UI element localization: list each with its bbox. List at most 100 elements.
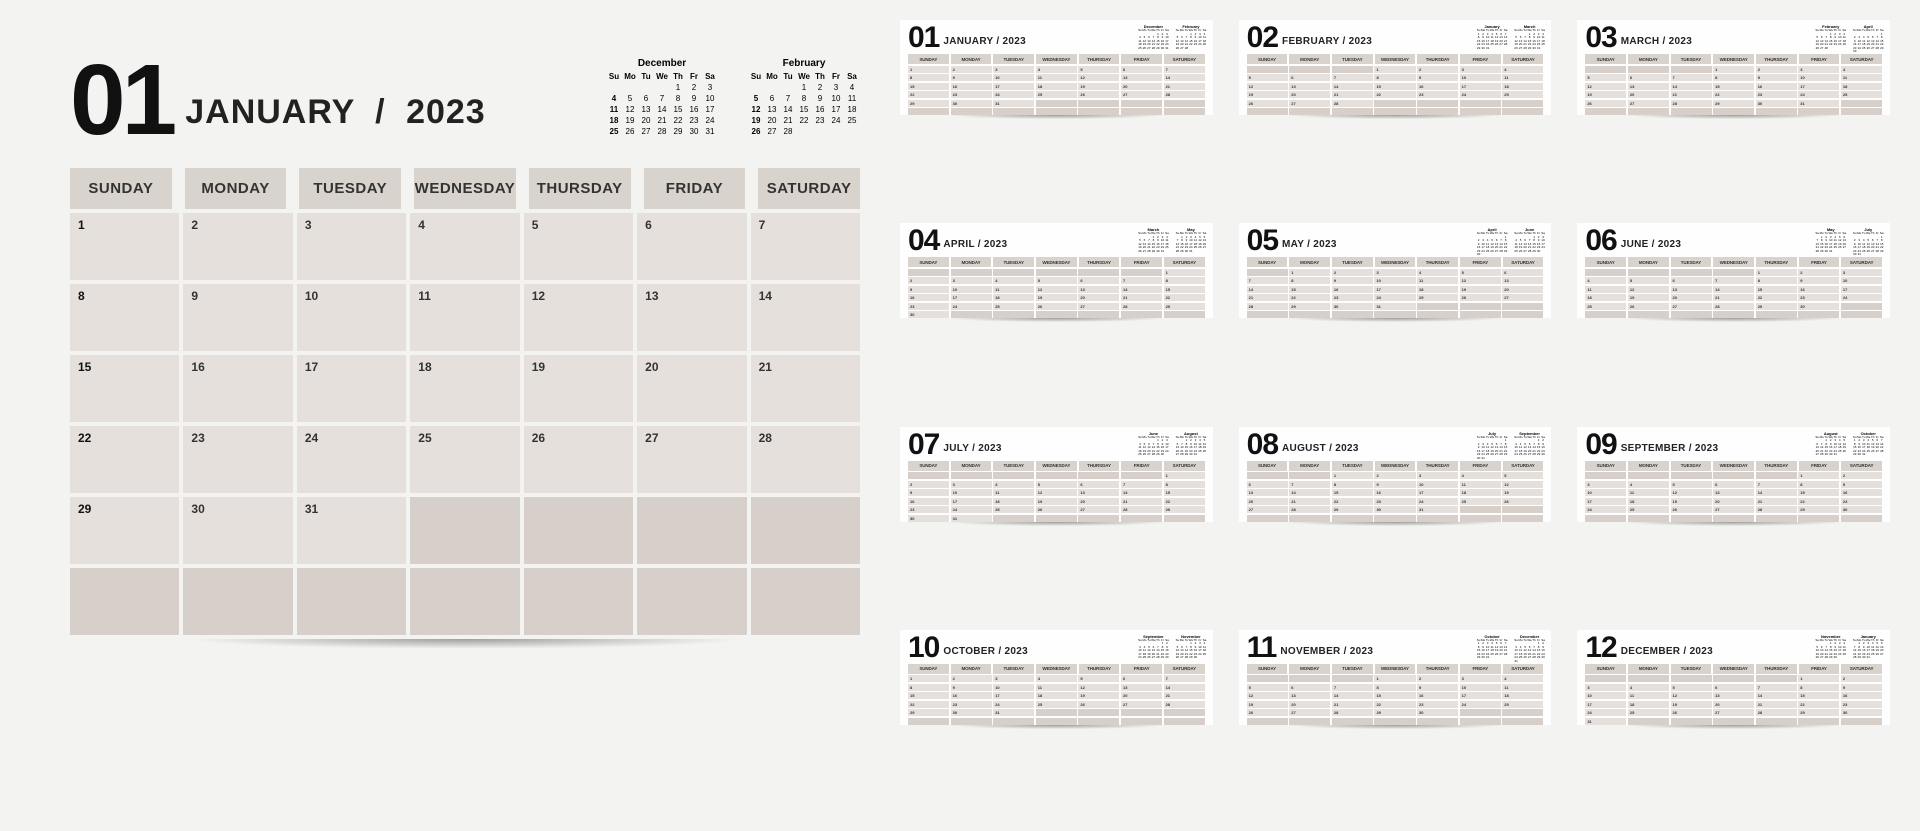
month-thumb: 05MAY / 2023AprilSuMoTuWeThFrSa123456789…: [1239, 223, 1552, 404]
day-cell: 4: [1036, 66, 1077, 73]
day-cell: 3: [951, 481, 992, 488]
day-cell: 20: [1502, 286, 1543, 293]
day-cell: 12: [524, 284, 633, 351]
day-cell: 18: [1502, 692, 1543, 699]
day-cell: 23: [951, 91, 992, 98]
day-cell: [1798, 718, 1839, 725]
day-cell: 27: [1078, 303, 1119, 310]
day-cell: 4: [993, 277, 1034, 284]
day-cell: 3: [993, 675, 1034, 682]
day-cell: 25: [1417, 294, 1458, 301]
day-cell: 14: [1121, 286, 1162, 293]
month-thumb: 11NOVEMBER / 2023OctoberSuMoTuWeThFrSa12…: [1239, 630, 1552, 811]
day-cell: [993, 269, 1034, 276]
day-cell: [1121, 108, 1162, 115]
day-cell: [1036, 515, 1077, 522]
day-cell: 30: [951, 100, 992, 107]
thumb-month-number: 09: [1585, 433, 1616, 457]
day-cell: 18: [410, 355, 519, 422]
day-cell: 11: [1460, 481, 1501, 488]
day-cell: 26: [1671, 506, 1712, 513]
day-cell: 24: [993, 701, 1034, 708]
day-cell: 25: [993, 303, 1034, 310]
month-thumb: 02FEBRUARY / 2023JanuarySuMoTuWeThFrSa12…: [1239, 20, 1552, 201]
day-cell: 29: [1164, 303, 1205, 310]
day-cell: 26: [1247, 709, 1288, 716]
day-cell: 7: [1289, 481, 1330, 488]
day-cell: [1078, 718, 1119, 725]
day-cell: 21: [1121, 498, 1162, 505]
day-cell: [1628, 269, 1669, 276]
day-cell: 27: [1078, 506, 1119, 513]
day-cell: 21: [1247, 294, 1288, 301]
day-cell: 15: [1713, 83, 1754, 90]
day-cell: 17: [1585, 498, 1626, 505]
day-cell: 15: [1798, 489, 1839, 496]
day-cell: 14: [1121, 489, 1162, 496]
day-cell: [1247, 269, 1288, 276]
day-cell: 24: [993, 91, 1034, 98]
day-cell: 23: [1332, 294, 1373, 301]
day-cell: [1585, 675, 1626, 682]
day-cell: [1798, 108, 1839, 115]
day-cell: [1628, 515, 1669, 522]
day-cell: 10: [1585, 489, 1626, 496]
day-cell: [1628, 718, 1669, 725]
day-cell: [1332, 718, 1373, 725]
day-cell: 28: [1247, 303, 1288, 310]
day-cell: [1841, 100, 1882, 107]
day-cell: 2: [951, 66, 992, 73]
dow-header: SATURDAY: [758, 168, 860, 209]
day-cell: 17: [1585, 701, 1626, 708]
day-cell: [1502, 108, 1543, 115]
day-cell: 20: [1247, 498, 1288, 505]
day-cell: [524, 497, 633, 564]
day-cell: 21: [1121, 294, 1162, 301]
day-cell: 1: [70, 213, 179, 280]
day-cell: 27: [637, 426, 746, 493]
day-cell: 30: [1756, 100, 1797, 107]
day-cell: [1164, 100, 1205, 107]
day-cell: [1289, 108, 1330, 115]
day-cell: [993, 311, 1034, 318]
day-cell: [1374, 311, 1415, 318]
day-cell: 10: [993, 684, 1034, 691]
day-cell: [1374, 718, 1415, 725]
day-cell: 29: [1713, 100, 1754, 107]
day-cell: 19: [1078, 692, 1119, 699]
day-cell: 5: [1247, 74, 1288, 81]
day-cell: 8: [1798, 684, 1839, 691]
day-cell: 4: [1502, 66, 1543, 73]
day-cell: 10: [1585, 692, 1626, 699]
day-cell: 20: [1289, 91, 1330, 98]
day-cell: 12: [1671, 692, 1712, 699]
day-cell: 24: [1798, 91, 1839, 98]
day-cell: [1121, 718, 1162, 725]
day-cell: [1374, 515, 1415, 522]
day-cell: [951, 311, 992, 318]
day-cell: 16: [1417, 83, 1458, 90]
day-cell: 6: [1713, 481, 1754, 488]
day-cell: 9: [1417, 684, 1458, 691]
day-cell: 30: [908, 515, 949, 522]
day-cell: 23: [1417, 701, 1458, 708]
day-cell: 1: [1332, 472, 1373, 479]
day-cell: 23: [1374, 498, 1415, 505]
day-cell: 2: [183, 213, 292, 280]
day-cell: 29: [1374, 709, 1415, 716]
day-cell: [1036, 718, 1077, 725]
day-cell: 24: [297, 426, 406, 493]
day-cell: 18: [993, 294, 1034, 301]
day-cell: 27: [1502, 294, 1543, 301]
day-cell: 22: [1289, 294, 1330, 301]
day-cell: 11: [1417, 277, 1458, 284]
day-cell: [1289, 515, 1330, 522]
day-cell: [1671, 515, 1712, 522]
day-cell: 14: [1713, 286, 1754, 293]
day-cell: 7: [1121, 481, 1162, 488]
day-cell: 22: [1798, 498, 1839, 505]
day-cell: 1: [1798, 472, 1839, 479]
day-cell: [1078, 515, 1119, 522]
day-cell: 30: [1841, 709, 1882, 716]
day-cell: 14: [1332, 692, 1373, 699]
